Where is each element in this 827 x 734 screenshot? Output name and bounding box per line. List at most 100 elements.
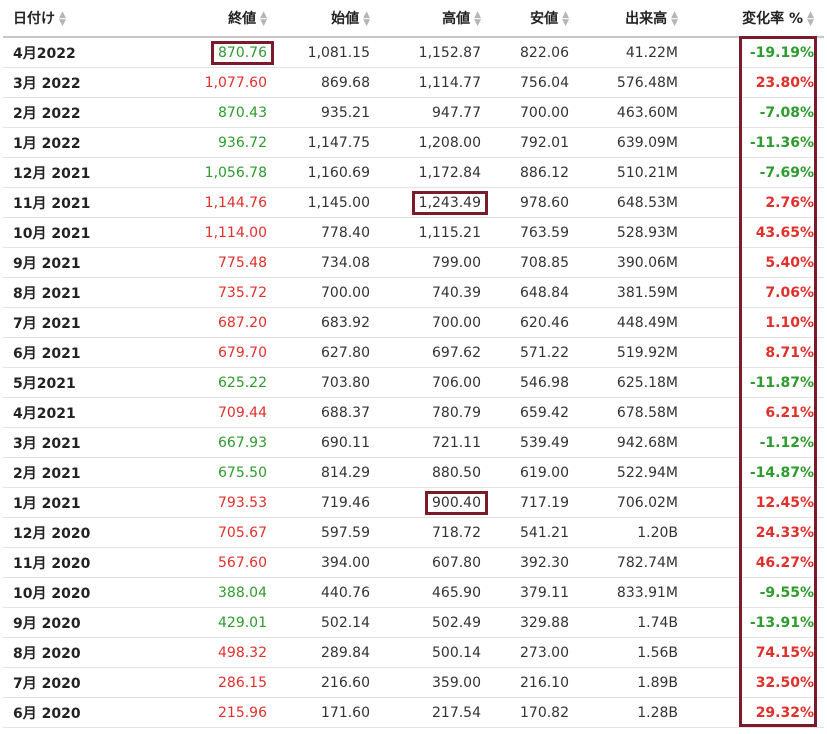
cell-value: 4月2021 [13,405,76,422]
cell-value: 502.49 [432,614,481,631]
cell-open: 935.21 [277,97,380,128]
cell-open: 171.60 [277,697,380,728]
cell-value: -14.87% [749,464,814,481]
table-row: 11月 2020 567.60 394.00 607.80 392.30 782.74M 4… [3,547,824,578]
cell-volume: 528.93M [579,217,688,248]
cell-low: 717.19 [491,487,579,518]
cell-low: 273.00 [491,637,579,668]
cell-high: 780.79 [380,397,491,428]
cell-open: 502.14 [277,607,380,638]
cell-value: 12.45% [755,494,814,511]
cell-value: 8月 2021 [13,285,81,302]
cell-change: -9.55% [688,577,824,608]
column-header-low[interactable]: 安値 ▲ ▼ [491,0,579,38]
cell-value: 29.32% [755,704,814,721]
sort-arrows-icon: ▲ ▼ [59,10,66,28]
column-header-date[interactable]: 日付け ▲ ▼ [3,0,123,38]
cell-low: 792.01 [491,127,579,158]
table-row: 8月 2021 735.72 700.00 740.39 648.84 381.59M 7.… [3,277,824,308]
cell-open: 700.00 [277,277,380,308]
cell-close: 1,114.00 [123,217,277,248]
cell-value: 5.40% [765,254,814,271]
cell-close: 687.20 [123,307,277,338]
cell-value: 3月 2022 [13,75,81,92]
column-header-close[interactable]: 終値 ▲ ▼ [123,0,277,38]
cell-date: 3月 2022 [3,67,123,98]
cell-volume: 625.18M [579,367,688,398]
cell-value: 625.22 [218,374,267,391]
cell-value: 217.54 [432,704,481,721]
column-header-volume[interactable]: 出来高 ▲ ▼ [579,0,688,38]
cell-value: 799.00 [432,254,481,271]
cell-volume: 1.89B [579,667,688,698]
cell-value: 7月 2020 [13,675,81,692]
cell-volume: 639.09M [579,127,688,158]
cell-value: 528.93M [616,224,678,241]
cell-value: 935.21 [321,104,370,121]
cell-close: 936.72 [123,127,277,158]
cell-high: 465.90 [380,577,491,608]
cell-date: 11月 2021 [3,187,123,218]
highlighted-value: 900.40 [425,490,488,515]
cell-low: 620.46 [491,307,579,338]
cell-open: 719.46 [277,487,380,518]
cell-close: 793.53 [123,487,277,518]
cell-value: 1,077.60 [204,74,267,91]
table-row: 2月 2021 675.50 814.29 880.50 619.00 522.94M -1… [3,457,824,488]
cell-value: 7月 2021 [13,315,81,332]
cell-value: 675.50 [218,464,267,481]
cell-low: 619.00 [491,457,579,488]
table-row: 6月 2021 679.70 627.80 697.62 571.22 519.92M 8.… [3,337,824,368]
column-header-open[interactable]: 始値 ▲ ▼ [277,0,380,38]
cell-date: 5月2021 [3,367,123,398]
cell-high: 880.50 [380,457,491,488]
cell-value: 869.68 [321,74,370,91]
cell-value: 627.80 [321,344,370,361]
column-header-high[interactable]: 高値 ▲ ▼ [380,0,491,38]
cell-value: 9月 2021 [13,255,81,272]
cell-high: 1,208.00 [380,127,491,158]
cell-value: 942.68M [616,434,678,451]
cell-change: 29.32% [688,697,824,728]
cell-high: 359.00 [380,667,491,698]
cell-change: 8.71% [688,337,824,368]
column-header-label: 始値 [331,11,360,27]
cell-value: 9月 2020 [13,615,81,632]
column-header-label: 出来高 [625,11,668,27]
cell-open: 703.80 [277,367,380,398]
cell-value: 870.43 [218,104,267,121]
cell-low: 379.11 [491,577,579,608]
table-row: 4月2022 870.76 1,081.15 1,152.87 822.06 41.22M… [3,37,824,68]
cell-low: 659.42 [491,397,579,428]
cell-open: 394.00 [277,547,380,578]
table-row: 2月 2022 870.43 935.21 947.77 700.00 463.60M -7… [3,97,824,128]
cell-date: 1月 2021 [3,487,123,518]
cell-value: 688.37 [321,404,370,421]
cell-value: 24.33% [755,524,814,541]
cell-value: 782.74M [616,554,678,571]
cell-open: 1,145.00 [277,187,380,218]
cell-value: 814.29 [321,464,370,481]
cell-high: 1,243.49 [380,187,491,218]
table-header-row: 日付け ▲ ▼ 終値 ▲ ▼ 始値 ▲ ▼ 高値 ▲ ▼ 安値 ▲ ▼ 出来高 ▲ ▼ 変化率 % ▲ ▼ [3,0,824,38]
cell-value: 700.00 [432,314,481,331]
cell-high: 706.00 [380,367,491,398]
cell-date: 6月 2020 [3,697,123,728]
cell-change: -19.19% [688,37,824,68]
cell-date: 2月 2021 [3,457,123,488]
cell-value: 329.88 [520,614,569,631]
cell-volume: 522.94M [579,457,688,488]
cell-low: 763.59 [491,217,579,248]
column-header-change[interactable]: 変化率 % ▲ ▼ [688,0,824,38]
sort-arrows-icon: ▲ ▼ [562,10,569,28]
cell-value: 700.00 [321,284,370,301]
cell-value: 216.60 [321,674,370,691]
cell-high: 500.14 [380,637,491,668]
cell-high: 700.00 [380,307,491,338]
cell-value: 597.59 [321,524,370,541]
cell-value: 1,144.76 [204,194,267,211]
cell-value: 388.04 [218,584,267,601]
cell-value: 171.60 [321,704,370,721]
cell-value: 576.48M [616,74,678,91]
